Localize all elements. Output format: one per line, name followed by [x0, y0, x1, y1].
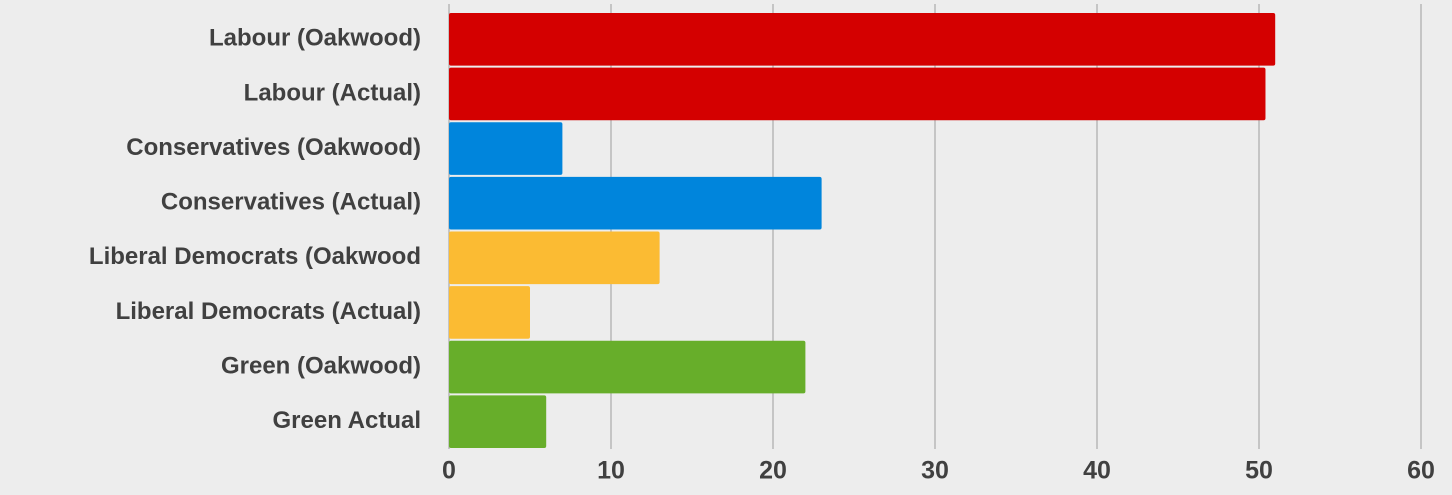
x-tick-label: 60	[1407, 457, 1435, 485]
chart: 0 10 20 30 40 50 60 Labour (Oakwood) Labour (Act…	[0, 0, 1452, 495]
x-tick-label: 30	[921, 457, 949, 485]
y-tick-label: Green Actual	[273, 407, 422, 434]
bar	[449, 286, 530, 339]
y-tick-label: Green (Oakwood)	[221, 352, 421, 379]
y-tick-label: Liberal Democrats (Actual)	[116, 298, 421, 325]
x-tick-label: 20	[759, 457, 787, 485]
bar	[449, 122, 562, 175]
y-tick-label: Conservatives (Actual)	[161, 189, 421, 216]
x-tick-label: 40	[1083, 457, 1111, 485]
bar	[449, 177, 822, 230]
y-tick-label: Labour (Actual)	[244, 79, 421, 106]
bar	[449, 341, 805, 394]
x-tick-label: 0	[442, 457, 456, 485]
bar	[449, 68, 1265, 121]
bar	[449, 13, 1275, 66]
x-tick-label: 10	[597, 457, 625, 485]
x-tick-label: 50	[1245, 457, 1273, 485]
y-tick-label: Conservatives (Oakwood)	[126, 134, 421, 161]
bar	[449, 232, 660, 285]
y-tick-label: Liberal Democrats (Oakwood	[89, 243, 421, 270]
y-tick-label: Labour (Oakwood)	[209, 25, 421, 52]
bar	[449, 395, 546, 448]
